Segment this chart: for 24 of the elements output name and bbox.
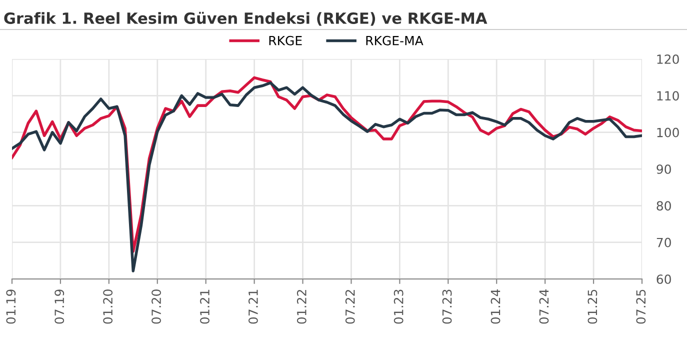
x-tick-label: 07.24	[539, 289, 549, 324]
x-tick-label: 07.23	[442, 290, 452, 324]
x-tick-label: 01.20	[103, 290, 113, 324]
x-tick-label: 01.22	[296, 290, 306, 324]
x-tick-label: 01.19	[6, 290, 16, 324]
y-tick-label: 60	[656, 274, 671, 284]
legend-label: RKGE-MA	[366, 36, 424, 46]
y-tick-label: 120	[657, 54, 679, 64]
legend-label: RKGE	[269, 36, 302, 46]
x-tick-label: 07.22	[345, 290, 355, 324]
x-tick-label: 07.20	[152, 290, 162, 324]
y-tick-label: 80	[656, 201, 671, 211]
y-tick-label: 90	[656, 164, 671, 174]
x-tick-label: 07.25	[636, 290, 646, 324]
y-tick-label: 110	[657, 91, 679, 101]
x-tick-label: 07.19	[54, 290, 64, 324]
x-tick-label: 01.25	[588, 290, 598, 324]
x-tick-label: 07.21	[248, 290, 258, 324]
y-tick-label: 100	[657, 128, 679, 138]
x-tick-label: 01.21	[200, 290, 210, 324]
x-tick-label: 01.23	[394, 290, 404, 324]
y-tick-label: 70	[656, 238, 671, 248]
chart-title: Grafik 1. Reel Kesim Güven Endeksi (RKGE) ve RKGE-MA	[4, 12, 488, 26]
x-tick-label: 01.24	[490, 289, 500, 324]
